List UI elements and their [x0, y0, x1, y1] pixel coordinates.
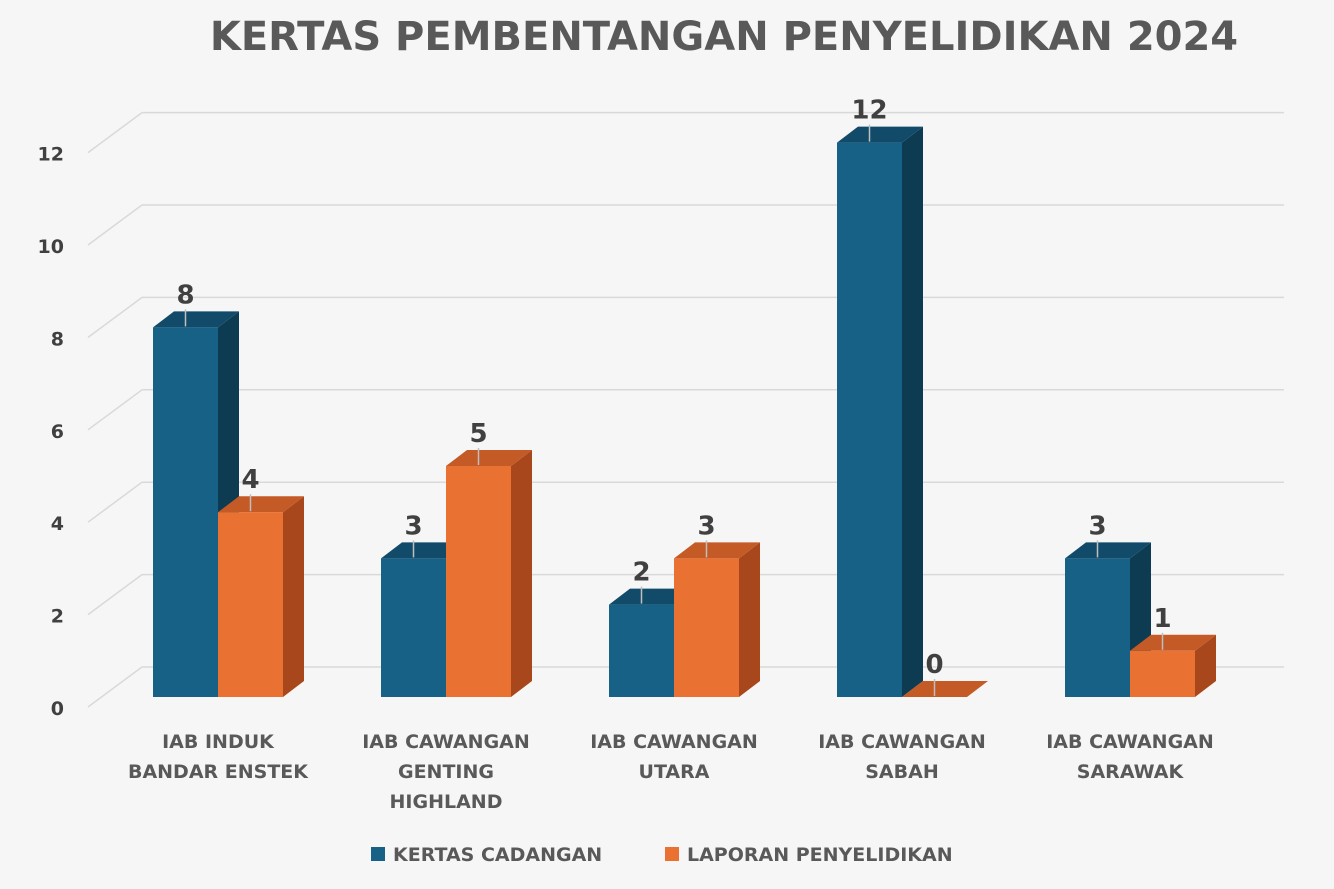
svg-text:12: 12	[851, 96, 887, 126]
x-axis-categories: IAB INDUK BANDAR ENSTEK IAB CAWANGAN GENTIN…	[128, 731, 1214, 813]
data-label: 2	[632, 558, 651, 604]
gridline	[87, 111, 1284, 154]
gridline	[87, 389, 1284, 431]
data-label: 3	[1088, 511, 1107, 558]
svg-text:3: 3	[1088, 511, 1106, 541]
data-label: 8	[176, 280, 195, 327]
gridline	[87, 296, 1284, 339]
svg-text:4: 4	[241, 465, 259, 495]
y-tick-label: 0	[51, 698, 64, 720]
x-category-label: IAB CAWANGAN SABAH	[818, 731, 986, 783]
bar	[218, 496, 304, 697]
bar	[837, 126, 923, 698]
chart-title: KERTAS PEMBENTANGAN PENYELIDIKAN 2024	[210, 14, 1238, 60]
x-category-label: IAB CAWANGAN GENTING HIGHLAND	[362, 731, 530, 813]
bar	[1130, 634, 1216, 697]
legend-label-kertas-cadangan: KERTAS CADANGAN	[393, 844, 602, 866]
y-axis-ticks: 0 2 4 6 8 10 12	[38, 144, 64, 720]
data-labels: 8 4 3 5 2 3 12 0 3 1	[176, 96, 1172, 696]
legend-swatch-kertas-cadangan	[371, 847, 385, 861]
svg-text:2: 2	[632, 558, 650, 588]
y-tick-label: 10	[38, 236, 64, 258]
data-label: 4	[241, 465, 260, 512]
data-label: 12	[851, 96, 888, 142]
data-label: 0	[925, 650, 944, 696]
bar	[446, 450, 532, 697]
svg-text:0: 0	[925, 650, 943, 680]
y-tick-label: 6	[51, 421, 64, 443]
bar	[674, 542, 760, 697]
x-category-label: IAB INDUK BANDAR ENSTEK	[128, 731, 309, 783]
y-tick-label: 4	[51, 513, 64, 535]
x-category-label: IAB CAWANGAN UTARA	[590, 731, 758, 783]
y-tick-label: 2	[51, 606, 64, 628]
bars	[153, 126, 1216, 698]
legend-swatch-laporan-penyelidikan	[665, 847, 679, 861]
data-label: 1	[1153, 604, 1172, 650]
y-tick-label: 12	[38, 144, 64, 166]
svg-text:8: 8	[176, 280, 194, 310]
bar	[1065, 542, 1151, 697]
data-label: 3	[404, 511, 423, 558]
svg-text:5: 5	[469, 419, 487, 449]
legend: KERTAS CADANGAN LAPORAN PENYELIDIKAN	[371, 844, 953, 866]
data-label: 3	[697, 511, 716, 558]
x-category-label: IAB CAWANGAN SARAWAK	[1046, 731, 1214, 783]
data-label: 5	[469, 419, 488, 465]
svg-text:3: 3	[697, 511, 715, 541]
legend-label-laporan-penyelidikan: LAPORAN PENYELIDIKAN	[687, 844, 953, 866]
gridline	[87, 204, 1284, 246]
svg-text:1: 1	[1153, 604, 1171, 634]
bar	[902, 681, 988, 697]
gridline	[87, 481, 1284, 523]
svg-text:3: 3	[404, 511, 422, 541]
y-tick-label: 8	[51, 328, 64, 350]
